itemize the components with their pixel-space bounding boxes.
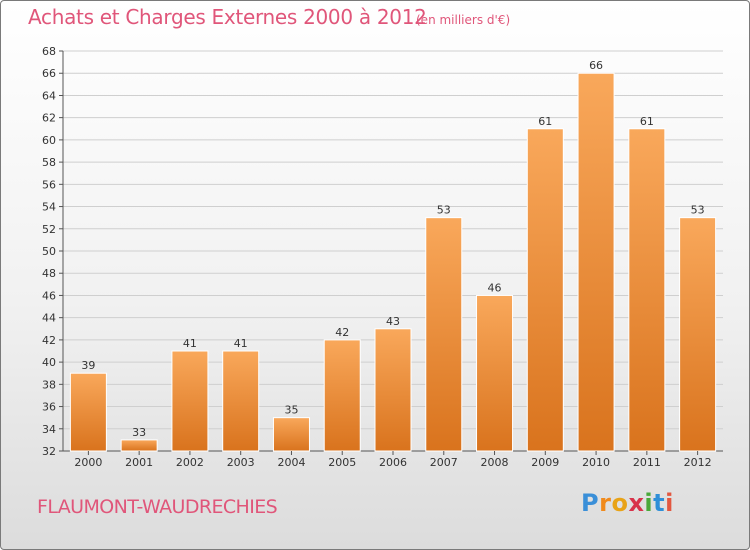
logo-letter: o [611, 489, 629, 517]
y-tick-label: 36 [42, 401, 56, 414]
y-tick-label: 62 [42, 112, 56, 125]
bar-2008 [476, 294, 514, 452]
y-tick-label: 38 [42, 378, 56, 391]
bar-2012 [679, 217, 717, 452]
bar-2009 [526, 128, 564, 452]
x-tick-label: 2005 [328, 456, 356, 469]
logo-letter: i [644, 489, 654, 517]
y-tick-label: 58 [42, 156, 56, 169]
y-tick-label: 32 [42, 445, 56, 458]
data-label: 33 [132, 426, 146, 439]
y-tick-label: 34 [42, 423, 56, 436]
y-tick-label: 44 [42, 312, 56, 325]
data-label: 41 [183, 337, 197, 350]
x-tick-label: 2007 [430, 456, 458, 469]
bar-2004 [272, 417, 310, 452]
logo-letter: P [581, 489, 600, 517]
data-label: 61 [538, 115, 552, 128]
y-tick-label: 68 [42, 45, 56, 58]
bar-2011 [628, 128, 666, 452]
x-tick-label: 2011 [633, 456, 661, 469]
x-tick-label: 2009 [531, 456, 559, 469]
data-label: 46 [488, 281, 502, 294]
x-tick-label: 2004 [277, 456, 305, 469]
data-label: 35 [284, 404, 298, 417]
location-name: FLAUMONT-WAUDRECHIES [37, 496, 278, 518]
y-tick-label: 48 [42, 267, 56, 280]
y-tick-label: 64 [42, 89, 56, 102]
proxiti-logo: Proxiti [581, 489, 674, 517]
bar-2002 [171, 350, 209, 452]
data-label: 53 [691, 204, 705, 217]
logo-letter: x [628, 489, 645, 517]
bar-2010 [577, 72, 615, 452]
y-tick-label: 46 [42, 289, 56, 302]
x-tick-label: 2002 [176, 456, 204, 469]
data-label: 53 [437, 204, 451, 217]
x-tick-label: 2006 [379, 456, 407, 469]
bar-2000 [69, 372, 107, 452]
y-tick-label: 50 [42, 245, 56, 258]
x-tick-label: 2010 [582, 456, 610, 469]
unit-note: (en milliers d'€) [416, 13, 511, 27]
data-label: 66 [589, 59, 603, 72]
data-label: 61 [640, 115, 654, 128]
y-tick-label: 42 [42, 334, 56, 347]
bar-2005 [323, 339, 361, 452]
y-tick-label: 52 [42, 223, 56, 236]
y-tick-label: 40 [42, 356, 56, 369]
y-tick-label: 56 [42, 178, 56, 191]
data-label: 39 [81, 359, 95, 372]
logo-letter: r [599, 489, 612, 517]
x-tick-label: 2012 [684, 456, 712, 469]
x-tick-label: 2000 [74, 456, 102, 469]
data-label: 43 [386, 315, 400, 328]
x-tick-label: 2003 [227, 456, 255, 469]
data-label: 42 [335, 326, 349, 339]
bar-2007 [425, 217, 463, 452]
logo-letter: t [653, 489, 666, 517]
bar-2006 [374, 328, 412, 452]
y-tick-label: 66 [42, 67, 56, 80]
bar-2001 [120, 439, 158, 452]
x-tick-label: 2001 [125, 456, 153, 469]
data-label: 41 [234, 337, 248, 350]
y-tick-label: 54 [42, 201, 56, 214]
logo-letter: i [665, 489, 674, 517]
bar-2003 [222, 350, 260, 452]
y-tick-label: 60 [42, 134, 56, 147]
x-tick-label: 2008 [481, 456, 509, 469]
chart-title: Achats et Charges Externes 2000 à 2012 [28, 5, 427, 29]
